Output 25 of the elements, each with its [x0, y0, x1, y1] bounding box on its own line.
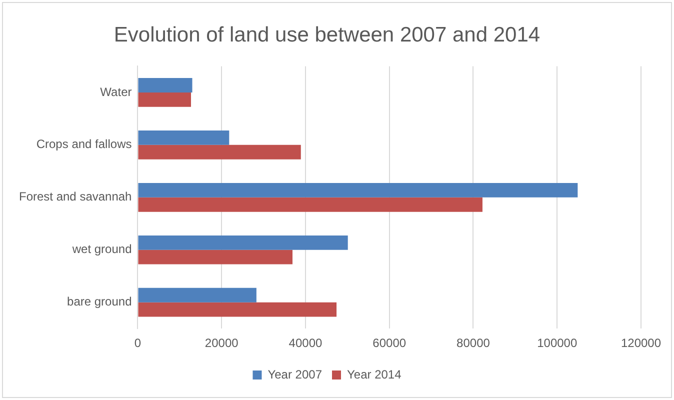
- y-tick-label: wet ground: [71, 242, 132, 256]
- y-tick-label: Crops and fallows: [36, 137, 132, 152]
- y-tick-label: bare ground: [67, 294, 132, 309]
- x-tick-label: 100000: [537, 336, 578, 350]
- legend-label: Year 2007: [268, 367, 322, 382]
- x-tick-label: 120000: [620, 336, 662, 350]
- chart-title: Evolution of land use between 2007 and 2014: [114, 23, 540, 46]
- bar: [138, 250, 292, 264]
- x-tick-label: 80000: [456, 336, 490, 350]
- legend-label: Year 2014: [347, 367, 402, 382]
- bar: [138, 197, 482, 212]
- bar: [138, 78, 192, 92]
- bar: [138, 144, 301, 160]
- x-tick-label: 20000: [204, 336, 239, 350]
- x-tick-label: 60000: [372, 336, 406, 350]
- bar: [138, 235, 348, 250]
- y-tick-label: Water: [100, 84, 132, 99]
- y-tick-label: Forest and savannah: [18, 190, 132, 204]
- bar: [138, 182, 578, 198]
- bar: [138, 130, 230, 145]
- bar: [138, 302, 337, 317]
- x-tick-label: 40000: [288, 336, 322, 350]
- bar: [138, 92, 191, 107]
- x-tick-label: 0: [134, 336, 142, 350]
- bar: [138, 288, 256, 302]
